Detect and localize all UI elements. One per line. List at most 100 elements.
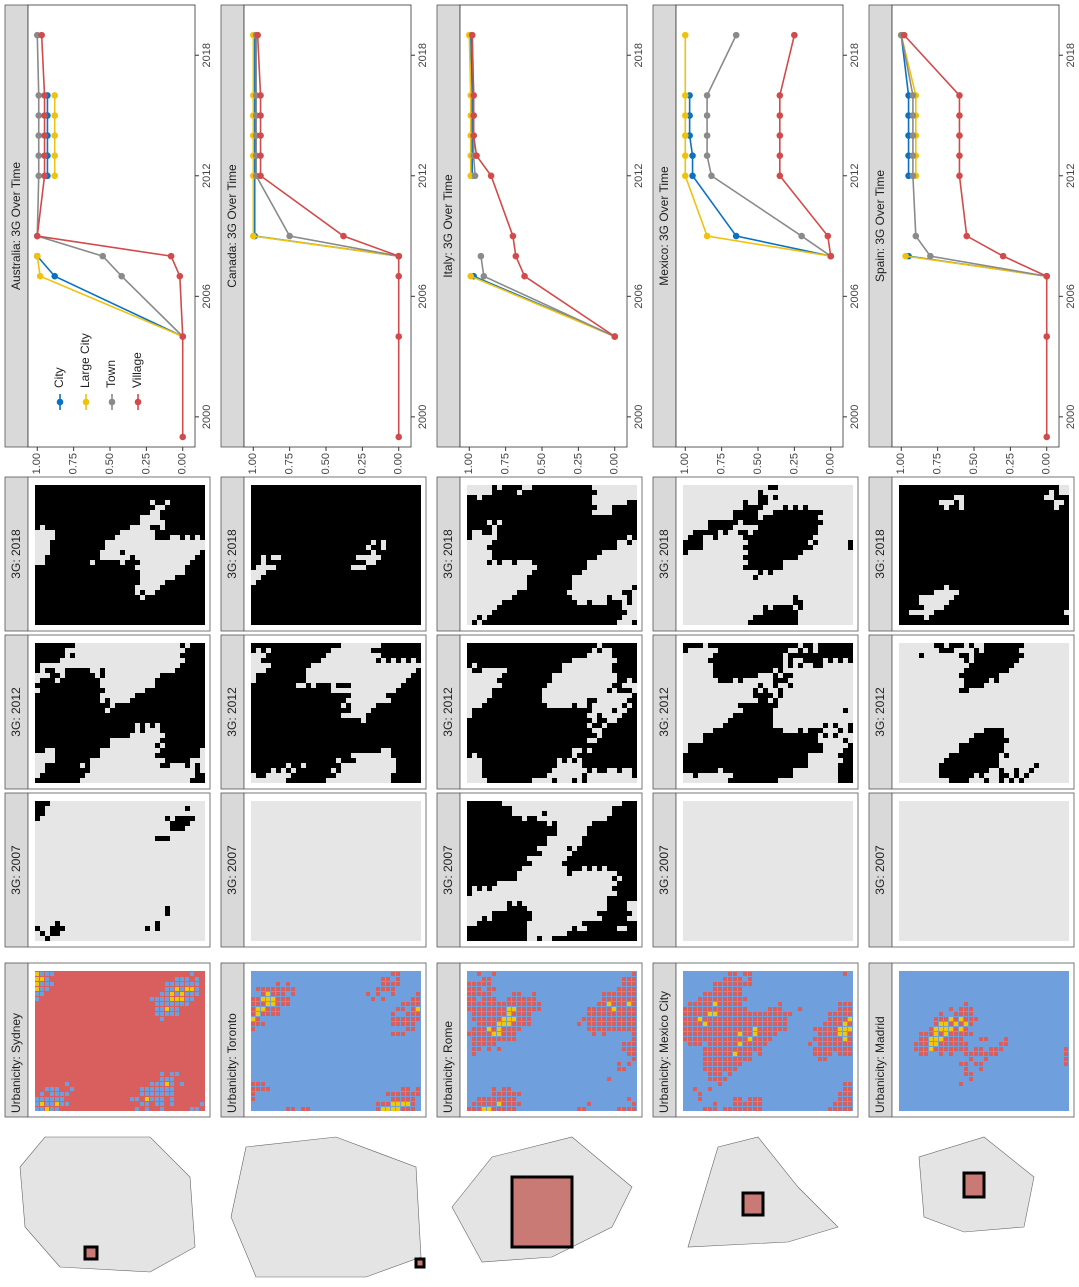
raster-cell <box>532 1007 536 1011</box>
raster-cell <box>95 530 100 535</box>
raster-cell <box>411 718 416 723</box>
raster-cell <box>542 653 547 658</box>
raster-cell <box>366 733 371 738</box>
raster-cell <box>130 610 135 615</box>
raster-cell <box>542 658 547 663</box>
raster-cell <box>130 600 135 605</box>
raster-cell <box>125 575 130 580</box>
raster-cell <box>406 570 411 575</box>
raster-cell <box>592 615 597 620</box>
raster-cell <box>130 728 135 733</box>
raster-cell <box>396 768 401 773</box>
raster-cell <box>321 615 326 620</box>
raster-cell <box>381 718 386 723</box>
raster-cell <box>532 648 537 653</box>
raster-cell <box>502 841 507 846</box>
raster-cell <box>632 703 637 708</box>
raster-cell <box>50 550 55 555</box>
raster-cell <box>266 495 271 500</box>
raster-cell <box>75 590 80 595</box>
raster-cell <box>75 495 80 500</box>
raster-cell <box>562 495 567 500</box>
raster-cell <box>306 663 311 668</box>
raster-cell <box>391 545 396 550</box>
raster-cell <box>597 1022 601 1026</box>
raster-cell <box>627 748 632 753</box>
strip-title: 3G: 2012 <box>225 687 239 737</box>
raster-cell <box>341 550 346 555</box>
raster-cell <box>321 768 326 773</box>
raster-cell <box>276 698 281 703</box>
raster-cell <box>467 821 472 826</box>
raster-cell <box>507 748 512 753</box>
raster-cell <box>296 733 301 738</box>
raster-cell <box>125 485 130 490</box>
raster-cell <box>401 1097 405 1101</box>
raster-cell <box>552 718 557 723</box>
raster-cell <box>145 495 150 500</box>
raster-cell <box>527 916 532 921</box>
raster-cell <box>301 550 306 555</box>
raster-cell <box>602 861 607 866</box>
raster-cell <box>261 495 266 500</box>
raster-cell <box>291 590 296 595</box>
raster-cell <box>632 982 636 986</box>
raster-cell <box>547 643 552 648</box>
raster-cell <box>60 678 65 683</box>
raster-cell <box>507 643 512 648</box>
raster-cell <box>95 610 100 615</box>
raster-cell <box>60 1092 64 1096</box>
raster-cell <box>366 610 371 615</box>
raster-cell <box>160 615 165 620</box>
raster-cell <box>170 997 174 1001</box>
raster-cell <box>351 535 356 540</box>
raster-cell <box>195 648 200 653</box>
raster-cell <box>301 540 306 545</box>
raster-cell <box>195 615 200 620</box>
raster-cell <box>492 881 497 886</box>
raster-cell <box>75 763 80 768</box>
raster-cell <box>150 713 155 718</box>
raster-cell <box>572 738 577 743</box>
raster-cell <box>527 708 532 713</box>
raster-cell <box>391 560 396 565</box>
raster-cell <box>477 886 482 891</box>
raster-cell <box>547 620 552 625</box>
raster-cell <box>562 733 567 738</box>
raster-cell <box>90 575 95 580</box>
raster-cell <box>85 683 90 688</box>
raster-cell <box>311 778 316 783</box>
raster-cell <box>40 605 45 610</box>
raster-cell <box>185 806 190 811</box>
raster-cell <box>522 826 527 831</box>
raster-cell <box>622 1017 626 1021</box>
raster-cell <box>607 821 612 826</box>
raster-cell <box>45 733 50 738</box>
raster-cell <box>50 683 55 688</box>
raster-cell <box>296 585 301 590</box>
raster-cell <box>597 1007 601 1011</box>
raster-cell <box>396 972 400 976</box>
raster-cell <box>472 708 477 713</box>
raster-cell <box>125 500 130 505</box>
raster-cell <box>55 600 60 605</box>
raster-cell <box>391 693 396 698</box>
raster-cell <box>261 575 266 580</box>
raster-cell <box>90 555 95 560</box>
raster-cell <box>416 540 421 545</box>
raster-cell <box>281 515 286 520</box>
raster-cell <box>467 866 472 871</box>
raster-cell <box>472 1047 476 1051</box>
raster-cell <box>160 1082 164 1086</box>
raster-cell <box>286 550 291 555</box>
raster-cell <box>406 1022 410 1026</box>
raster-cell <box>306 1107 310 1111</box>
raster-cell <box>185 510 190 515</box>
raster-cell <box>507 846 512 851</box>
raster-cell <box>180 535 185 540</box>
raster-cell <box>95 545 100 550</box>
raster-cell <box>271 748 276 753</box>
raster-cell <box>195 987 199 991</box>
raster-cell <box>607 1002 611 1006</box>
raster-cell <box>522 510 527 515</box>
